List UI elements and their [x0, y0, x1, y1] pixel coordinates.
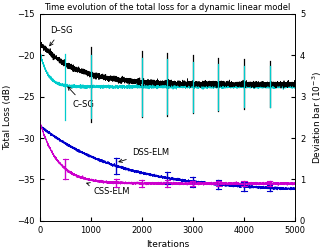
Title: Time evolution of the total loss for a dynamic linear model: Time evolution of the total loss for a d…	[44, 3, 291, 12]
X-axis label: Iterations: Iterations	[146, 240, 189, 249]
Text: D–SG: D–SG	[50, 26, 73, 46]
Text: C–SG: C–SG	[68, 87, 95, 109]
Y-axis label: Total Loss (dB): Total Loss (dB)	[3, 85, 12, 150]
Text: CSS-ELM: CSS-ELM	[87, 183, 130, 196]
Text: DSS-ELM: DSS-ELM	[119, 148, 169, 162]
Y-axis label: Deviation bar $(10^{-3})$: Deviation bar $(10^{-3})$	[311, 71, 324, 164]
